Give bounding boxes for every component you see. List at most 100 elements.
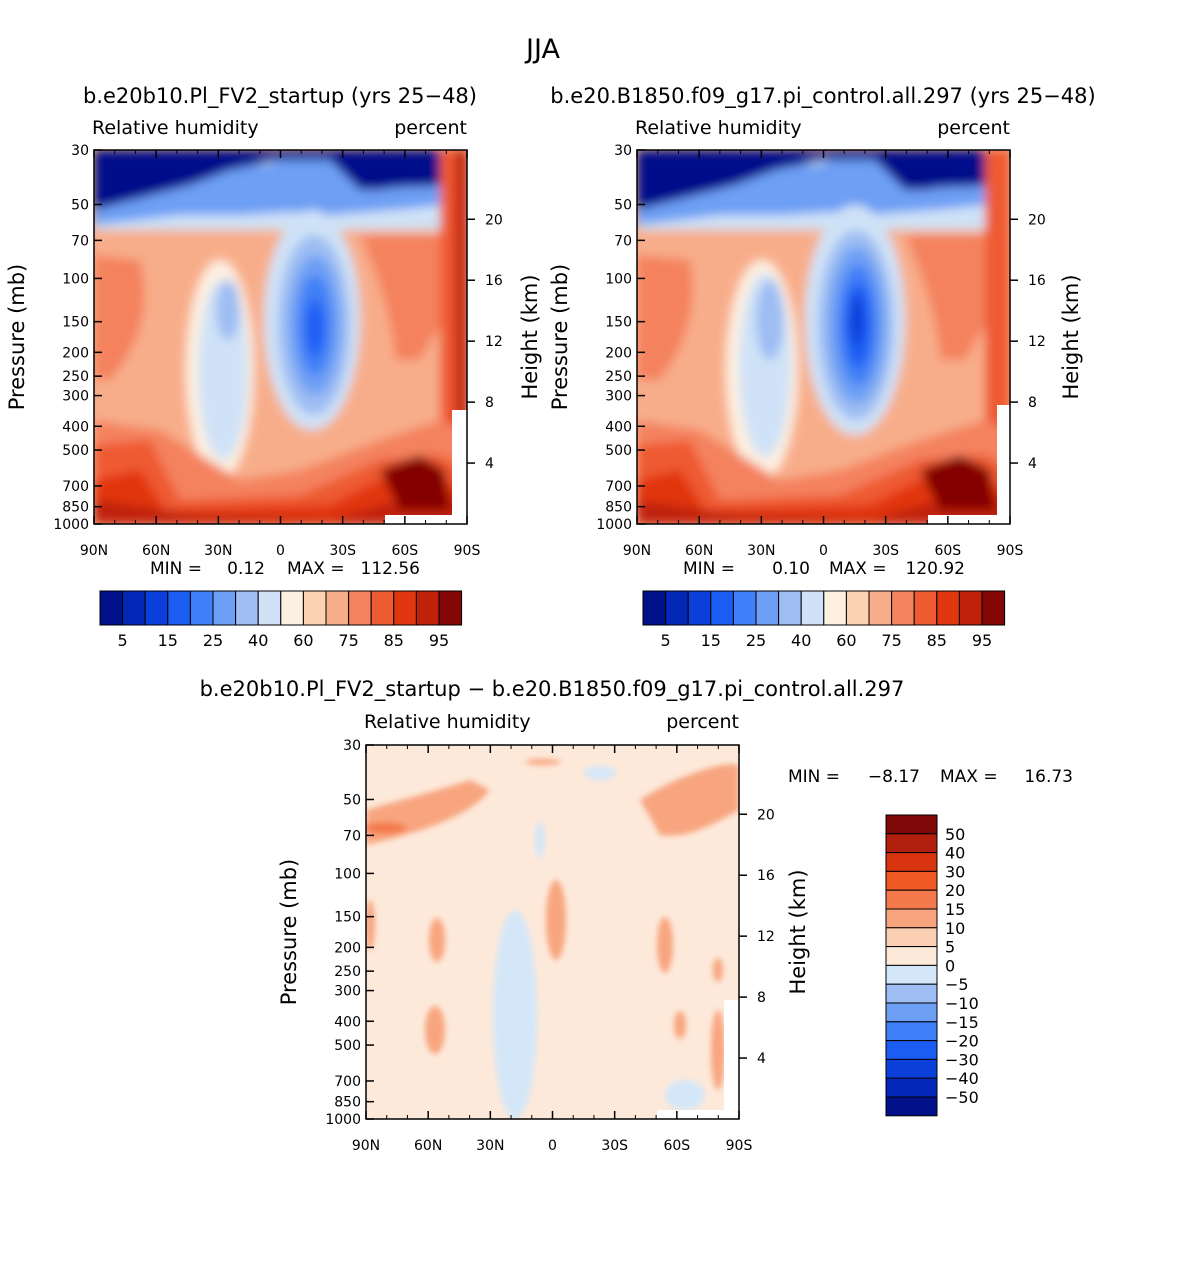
panel-3-x-tick-label: 0	[548, 1138, 557, 1154]
panel-2-colorbar-box	[936, 590, 960, 626]
panel-3-y-tick-label: 700	[334, 1074, 361, 1090]
panel-3-colorbar-box	[885, 870, 938, 891]
panel-2-y-right-tick-label: 4	[1028, 456, 1037, 472]
panel-2-colorbar-label: 25	[746, 631, 766, 650]
panel-2-y-tick-label: 1000	[596, 517, 632, 533]
panel-2-colorbar-box	[687, 590, 712, 626]
panel-2-y-right-tick-label: 16	[1028, 273, 1046, 289]
panel-3-colorbar-box	[885, 1058, 938, 1079]
panel-1-colorbar-box	[325, 590, 350, 626]
panel-2-colorbar-box	[891, 590, 915, 626]
panel-1-y-tick-label: 500	[62, 443, 89, 459]
panel-1-y-right-tick-label: 4	[485, 456, 494, 472]
panel-3-colorbar-label: 30	[945, 862, 965, 881]
panel-3-colorbar-box	[885, 1077, 938, 1098]
panel-1-colorbar-label: 95	[429, 631, 449, 650]
panel-3-colorbar-label: −50	[945, 1088, 979, 1107]
panel-2-y-tick-label: 150	[605, 315, 632, 331]
panel-3-colorbar-box	[885, 1002, 938, 1023]
panel-2-colorbar-box	[913, 590, 938, 626]
panel-2-colorbar-box	[778, 590, 802, 626]
panel-2-y-tick-label: 850	[605, 500, 632, 516]
panel-2-colorbar-box	[800, 590, 825, 626]
panel-2-x-tick-label: 60S	[934, 543, 961, 559]
panel-1-left-label: Relative humidity	[92, 117, 259, 139]
panel-3-x-tick-label: 30N	[476, 1138, 504, 1154]
panel-2-colorbar-box	[732, 590, 757, 626]
panel-1-colorbar-label: 40	[248, 631, 268, 650]
panel-3-colorbar-label: 0	[945, 956, 955, 975]
panel-1-colorbar-label: 60	[293, 631, 313, 650]
panel-1-colorbar-label: 15	[158, 631, 178, 650]
panel-1-max-label: MAX =	[287, 559, 345, 579]
panel-3-colorbar-box	[885, 852, 938, 872]
panel-1-colorbar-box	[235, 590, 259, 626]
panel-2-colorbar-label: 15	[701, 631, 721, 650]
panel-2-y-tick-label: 400	[605, 419, 632, 435]
panel-1-colorbar-box	[189, 590, 214, 626]
panel-3-colorbar-box	[885, 814, 938, 835]
panel-3-ylabel: Pressure (mb)	[277, 859, 301, 1006]
panel-1-x-tick-label: 60S	[391, 543, 418, 559]
panel-1-colorbar-box	[212, 590, 237, 626]
panel-3-y-tick-label: 70	[343, 828, 361, 844]
panel-1-y-tick-label: 200	[62, 345, 89, 361]
panel-3-y-tick-label: 100	[334, 866, 361, 882]
panel-3-colorbar-label: −20	[945, 1032, 979, 1051]
panel-2-x-tick-label: 60N	[685, 543, 713, 559]
panel-1-y-tick-label: 1000	[53, 517, 89, 533]
panel-1-colorbar-box	[370, 590, 395, 626]
panel-3-y-right-tick-label: 20	[757, 807, 775, 823]
panel-3-colorbar-label: 15	[945, 900, 965, 919]
panel-1-ylabel-right: Height (km)	[518, 274, 542, 399]
panel-1-right-label: percent	[394, 117, 467, 139]
panel-2-y-right-tick-label: 20	[1028, 212, 1046, 228]
panel-3-colorbar-box	[885, 983, 938, 1004]
panel-2-colorbar-box	[845, 590, 870, 626]
panel-3-y-tick-label: 150	[334, 910, 361, 926]
panel-3-x-tick-label: 90N	[352, 1138, 380, 1154]
panel-1-colorbar-label: 5	[118, 631, 128, 650]
panel-3-colorbar-box	[885, 1021, 938, 1042]
panel-1-colorbar-box	[99, 590, 124, 626]
panel-1-colorbar-box	[280, 590, 304, 626]
panel-1-x-tick-label: 60N	[142, 543, 170, 559]
panel-1-colorbar-label: 75	[338, 631, 358, 650]
panel-3-y-tick-label: 30	[343, 738, 361, 754]
panel-3-x-tick-label: 30S	[601, 1138, 628, 1154]
panel-3-colorbar-label: 5	[945, 938, 955, 957]
panel-3-x-tick-label: 90S	[726, 1138, 753, 1154]
panel-3-colorbar-label: 10	[945, 919, 965, 938]
panel-2-colorbar-box	[958, 590, 983, 626]
panel-3-colorbar-box	[885, 1096, 938, 1117]
panel-2-colorbar: 5 15 25 40 60 75 85 95	[642, 590, 1006, 650]
panel-2-x-tick-label: 90S	[997, 543, 1024, 559]
panel-3-y-tick-label: 300	[334, 984, 361, 1000]
panel-1-colorbar-box	[167, 590, 191, 626]
panel-3-min-value: −8.17	[868, 767, 920, 787]
panel-3-colorbar-label: −40	[945, 1069, 979, 1088]
panel-2-y-tick-label: 250	[605, 369, 632, 385]
panel-2-y-tick-label: 100	[605, 271, 632, 287]
panel-1-y-right-tick-label: 12	[485, 334, 503, 350]
panel-3-right-label: percent	[666, 711, 739, 733]
panel-1-colorbar-box	[348, 590, 372, 626]
panel-2-min-label: MIN =	[683, 559, 735, 579]
panel-2-ylabel-right: Height (km)	[1059, 274, 1083, 399]
panel-1-colorbar-box	[415, 590, 440, 626]
panel-2-subtitle: b.e20.B1850.f09_g17.pi_control.all.297 (…	[550, 84, 1095, 109]
panel-3-colorbar-label: −30	[945, 1050, 979, 1069]
panel-2-colorbar-box	[710, 590, 734, 626]
panel-3-max-value: 16.73	[1024, 767, 1073, 787]
panel-2-field	[637, 150, 1010, 524]
panel-1-min-label: MIN =	[150, 559, 202, 579]
panel-2: b.e20.B1850.f09_g17.pi_control.all.297 (…	[548, 84, 1096, 650]
panel-2-min-value: 0.10	[772, 559, 810, 579]
panel-1-colorbar-box	[122, 590, 146, 626]
panel-3-colorbar-box	[885, 908, 938, 929]
panel-3-y-tick-label: 400	[334, 1014, 361, 1030]
panel-2-colorbar-box	[981, 590, 1006, 626]
panel-3-y-right-tick-label: 12	[757, 929, 775, 945]
panel-2-max-label: MAX =	[829, 559, 887, 579]
